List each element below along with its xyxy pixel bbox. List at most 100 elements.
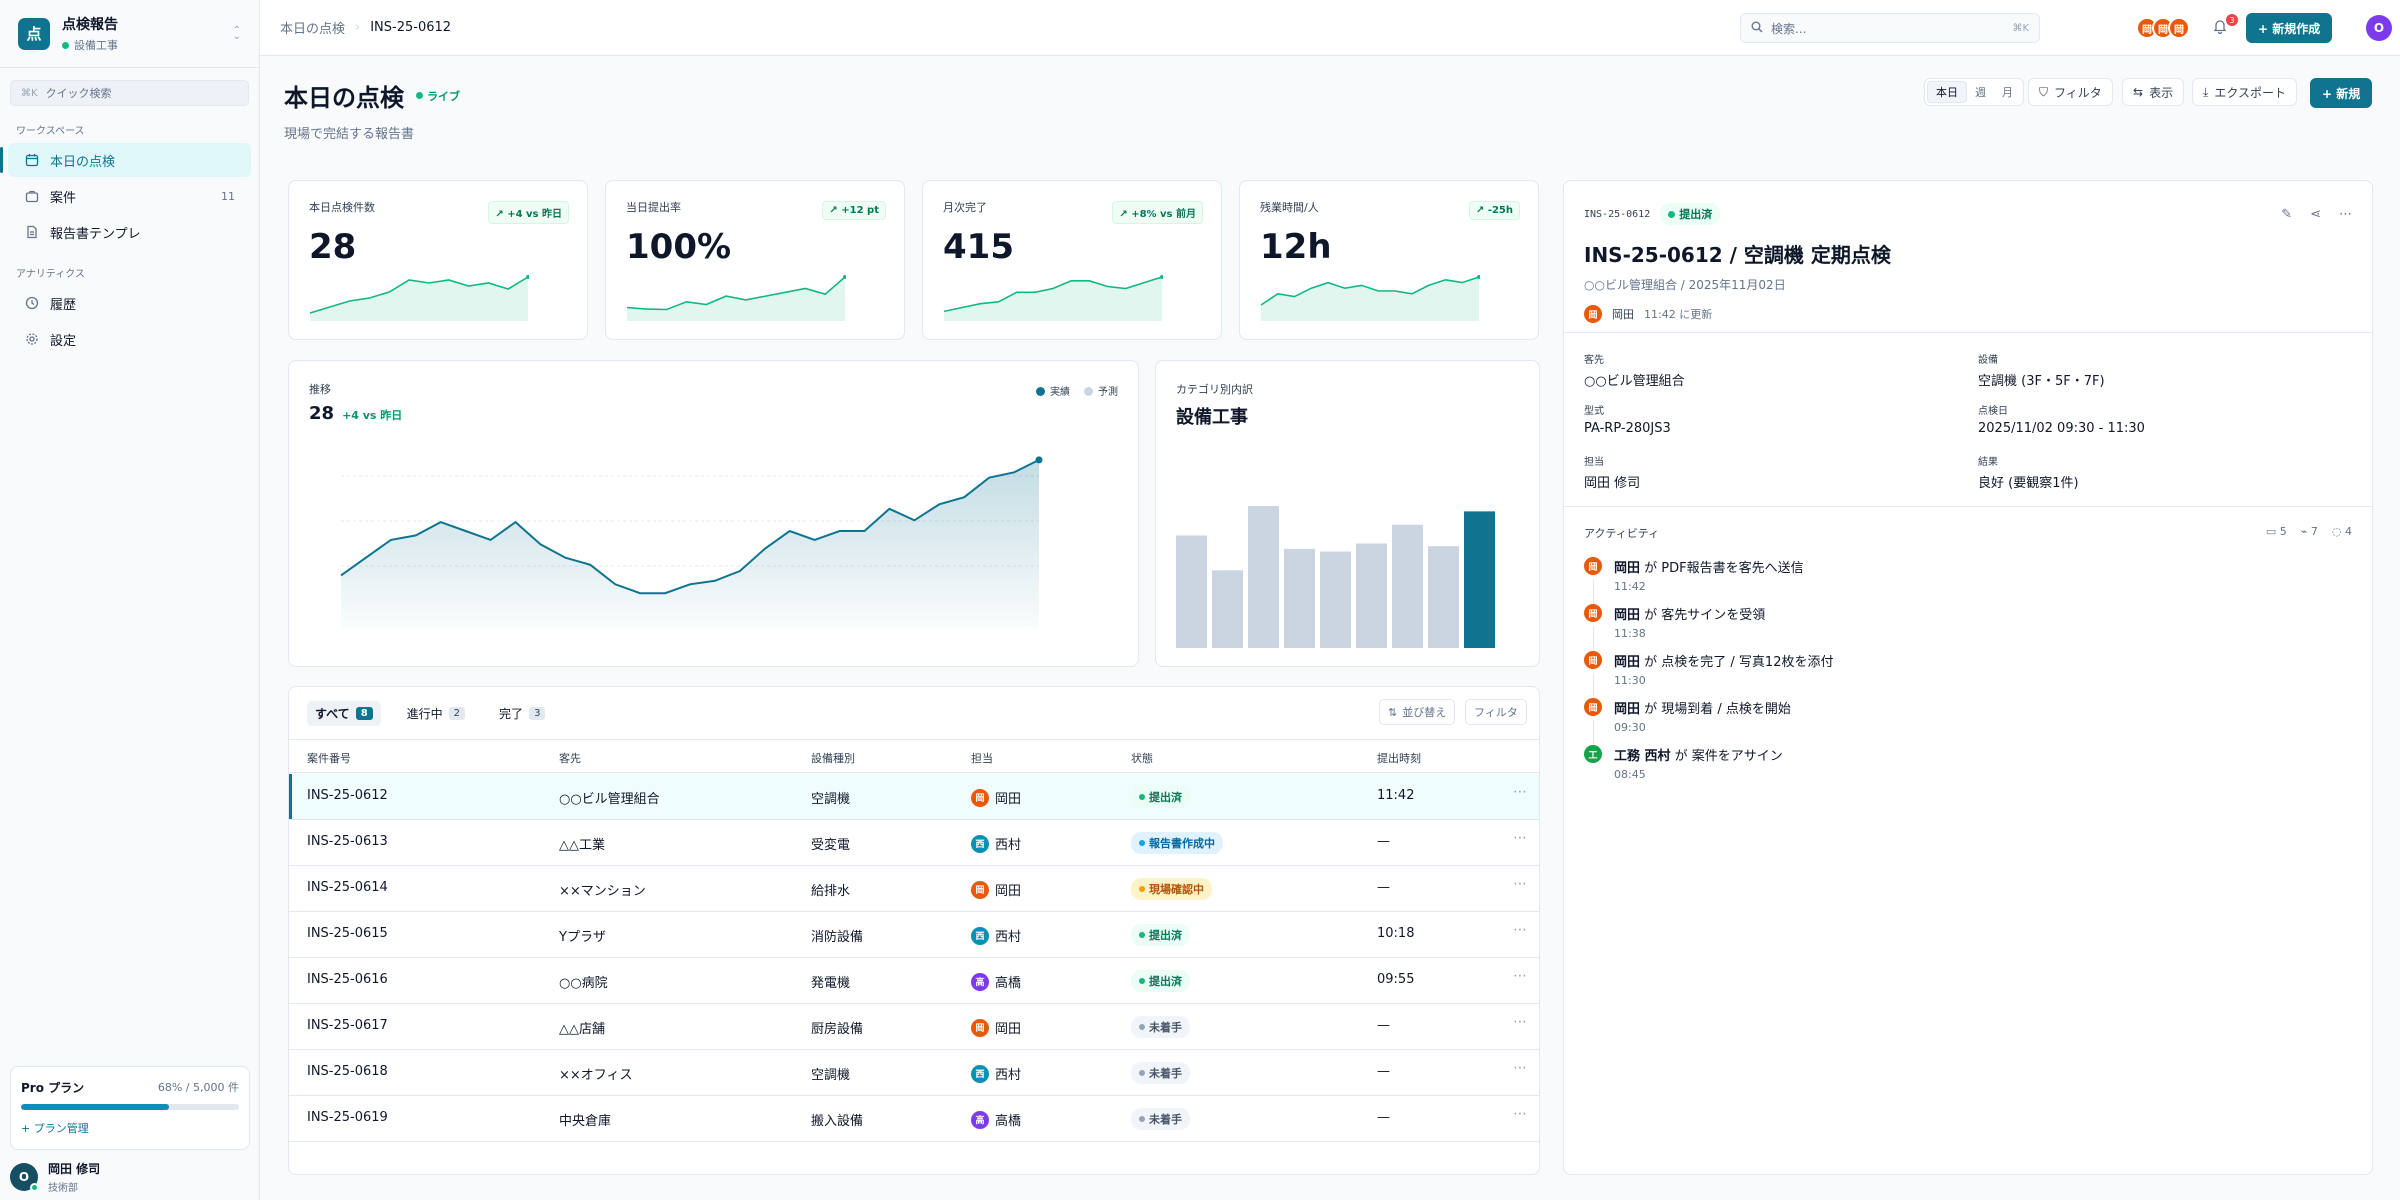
more-icon[interactable]: ⋯ bbox=[1513, 784, 1527, 800]
view-button[interactable]: ⇆ 表示 bbox=[2122, 78, 2185, 106]
category-bar bbox=[1176, 535, 1207, 648]
row-time: — bbox=[1377, 1110, 1390, 1125]
breadcrumb-current: INS-25-0612 bbox=[370, 20, 452, 35]
more-icon[interactable]: ⋯ bbox=[1513, 968, 1527, 984]
more-icon[interactable]: ⋯ bbox=[1513, 876, 1527, 892]
avatar: 岡 bbox=[1584, 557, 1602, 575]
kpi-value: 415 bbox=[943, 227, 1014, 267]
event-time: 11:42 bbox=[1614, 580, 1646, 593]
column-header[interactable]: 担当 bbox=[971, 752, 993, 765]
export-button[interactable]: ⤓ エクスポート bbox=[2192, 78, 2297, 106]
comment-count[interactable]: ▭ 5 bbox=[2265, 525, 2287, 538]
sidebar-item-templates[interactable]: 報告書テンプレ bbox=[8, 215, 251, 249]
attachment-count[interactable]: ⌁ 7 bbox=[2300, 525, 2318, 538]
column-header[interactable]: 状態 bbox=[1131, 752, 1153, 765]
quick-search[interactable]: ⌘K クイック検索 bbox=[10, 80, 249, 106]
table-filter-button[interactable]: フィルタ bbox=[1465, 699, 1527, 725]
tab-all[interactable]: すべて 8 bbox=[307, 701, 381, 726]
edit-icon[interactable]: ✎ bbox=[2281, 207, 2293, 222]
column-header[interactable]: 設備種別 bbox=[811, 752, 855, 765]
field-value: 空調機 (3F・5F・7F) bbox=[1978, 374, 2105, 389]
period-month[interactable]: 月 bbox=[2002, 86, 2013, 99]
sparkline-area bbox=[627, 277, 845, 321]
activity-event: 岡岡田 が PDF報告書を客先へ送信 11:42 bbox=[1584, 557, 1804, 607]
row-assignee: 高高橋 bbox=[971, 1110, 1021, 1129]
field-label: 設備 bbox=[1978, 355, 1998, 366]
workspace-switcher[interactable]: 点 点検報告 設備工事 ⌃ ⌄ bbox=[0, 0, 259, 68]
column-header[interactable]: 客先 bbox=[559, 752, 581, 765]
kpi-sparkline bbox=[626, 275, 846, 321]
avatar: 岡 bbox=[1584, 698, 1602, 716]
more-icon[interactable]: ⋯ bbox=[1513, 922, 1527, 938]
sidebar-item-today[interactable]: 本日の点検 bbox=[0, 143, 251, 177]
field-label: 客先 bbox=[1584, 355, 1604, 366]
quick-search-shortcut: ⌘K bbox=[21, 87, 38, 99]
bell-icon[interactable]: 3 bbox=[2212, 14, 2238, 38]
sort-button[interactable]: ⇅ 並び替え bbox=[1379, 699, 1456, 725]
table-row[interactable]: INS-25-0615 Yプラザ 消防設備 西西村 提出済 10:18 ⋯ bbox=[289, 912, 1539, 958]
plan-manage-link[interactable]: + プラン管理 bbox=[21, 1122, 89, 1135]
filter-tabs: すべて 8 進行中 2 完了 3 bbox=[307, 701, 553, 726]
more-icon[interactable]: ⋯ bbox=[1513, 1014, 1527, 1030]
more-icon[interactable]: ⋯ bbox=[2339, 207, 2352, 222]
tab-complete[interactable]: 完了 3 bbox=[491, 701, 553, 726]
sidebar-item-settings[interactable]: 設定 bbox=[8, 322, 251, 356]
activity-label: アクティビティ bbox=[1584, 527, 1660, 540]
search-shortcut: ⌘K bbox=[2012, 22, 2029, 34]
table-row[interactable]: INS-25-0612 ○○ビル管理組合 空調機 岡岡田 提出済 11:42 ⋯ bbox=[289, 774, 1539, 820]
breadcrumb-item[interactable]: 本日の点検 bbox=[280, 22, 346, 37]
online-status-dot bbox=[30, 1183, 39, 1192]
sparkline-point bbox=[526, 275, 529, 279]
new-button[interactable]: + 新規 bbox=[2310, 78, 2373, 108]
table-row[interactable]: INS-25-0619 中央倉庫 搬入設備 高高橋 未着手 — ⋯ bbox=[289, 1096, 1539, 1142]
user-avatar[interactable]: O bbox=[2366, 15, 2392, 41]
presence-avatars[interactable]: 岡 岡 岡 bbox=[2136, 17, 2190, 39]
check-count[interactable]: ◌ 4 bbox=[2331, 525, 2352, 538]
chevron-updown-icon[interactable]: ⌃ ⌄ bbox=[232, 24, 241, 42]
column-header[interactable]: 案件番号 bbox=[307, 752, 351, 765]
paperclip-icon: ⌁ bbox=[2300, 525, 2308, 538]
table-row[interactable]: INS-25-0618 ××オフィス 空調機 西西村 未着手 — ⋯ bbox=[289, 1050, 1539, 1096]
column-header[interactable]: 提出時刻 bbox=[1377, 752, 1421, 765]
field-value: PA-RP-280JS3 bbox=[1584, 421, 1671, 436]
row-time: — bbox=[1377, 1064, 1390, 1079]
tab-in-progress[interactable]: 進行中 2 bbox=[399, 701, 473, 726]
sidebar-item-projects[interactable]: 案件 11 bbox=[8, 179, 251, 213]
table-row[interactable]: INS-25-0614 ××マンション 給排水 岡岡田 現場確認中 — ⋯ bbox=[289, 866, 1539, 912]
legend-item-forecast[interactable]: 予測 bbox=[1084, 383, 1118, 398]
status-badge: 提出済 bbox=[1131, 924, 1190, 946]
history-icon bbox=[24, 295, 40, 311]
table-row[interactable]: INS-25-0613 △△工業 受変電 西西村 報告書作成中 — ⋯ bbox=[289, 820, 1539, 866]
row-type: 空調機 bbox=[811, 792, 851, 807]
category-chart-card: カテゴリ別内訳 設備工事 bbox=[1155, 360, 1540, 667]
period-week[interactable]: 週 bbox=[1975, 86, 1986, 99]
trend-chart-card: 推移 28 +4 vs 昨日 実績 予測 bbox=[288, 360, 1139, 667]
section-label-analytics: アナリティクス bbox=[16, 269, 85, 280]
detail-title: INS-25-0612 / 空調機 定期点検 bbox=[1584, 243, 1891, 267]
sort-icon: ⇅ bbox=[1388, 705, 1398, 719]
legend-item-actual[interactable]: 実績 bbox=[1036, 383, 1070, 398]
table-row[interactable]: INS-25-0617 △△店舗 厨房設備 岡岡田 未着手 — ⋯ bbox=[289, 1004, 1539, 1050]
filter-button[interactable]: ⛉ フィルタ bbox=[2028, 78, 2113, 106]
kpi-change-badge: ↗ +8% vs 前月 bbox=[1112, 201, 1203, 224]
category-bar bbox=[1428, 546, 1459, 648]
more-icon[interactable]: ⋯ bbox=[1513, 1060, 1527, 1076]
new-create-button[interactable]: + 新規作成 bbox=[2246, 13, 2333, 43]
user-profile[interactable]: O 岡田 修司 技術部 bbox=[10, 1160, 100, 1194]
share-icon[interactable]: ⋖ bbox=[2310, 207, 2321, 222]
kpi-card-inspections: 本日点検件数 ↗ +4 vs 昨日 28 bbox=[288, 180, 588, 340]
app-title: 点検報告 bbox=[62, 17, 118, 33]
sparkline-line bbox=[626, 276, 846, 311]
plan-usage-fill bbox=[21, 1104, 170, 1110]
category-bar bbox=[1392, 524, 1423, 648]
sidebar-item-history[interactable]: 履歴 bbox=[8, 286, 251, 320]
search-input[interactable]: 検索... ⌘K bbox=[1740, 13, 2040, 43]
table-row[interactable]: INS-25-0616 ○○病院 発電機 高高橋 提出済 09:55 ⋯ bbox=[289, 958, 1539, 1004]
row-time: 10:18 bbox=[1377, 926, 1415, 941]
period-today[interactable]: 本日 bbox=[1927, 81, 1967, 103]
more-icon[interactable]: ⋯ bbox=[1513, 1106, 1527, 1122]
row-type: 消防設備 bbox=[811, 930, 864, 945]
row-assignee: 西西村 bbox=[971, 834, 1021, 853]
field-value: 良好 (要観察1件) bbox=[1978, 476, 2079, 491]
more-icon[interactable]: ⋯ bbox=[1513, 830, 1527, 846]
